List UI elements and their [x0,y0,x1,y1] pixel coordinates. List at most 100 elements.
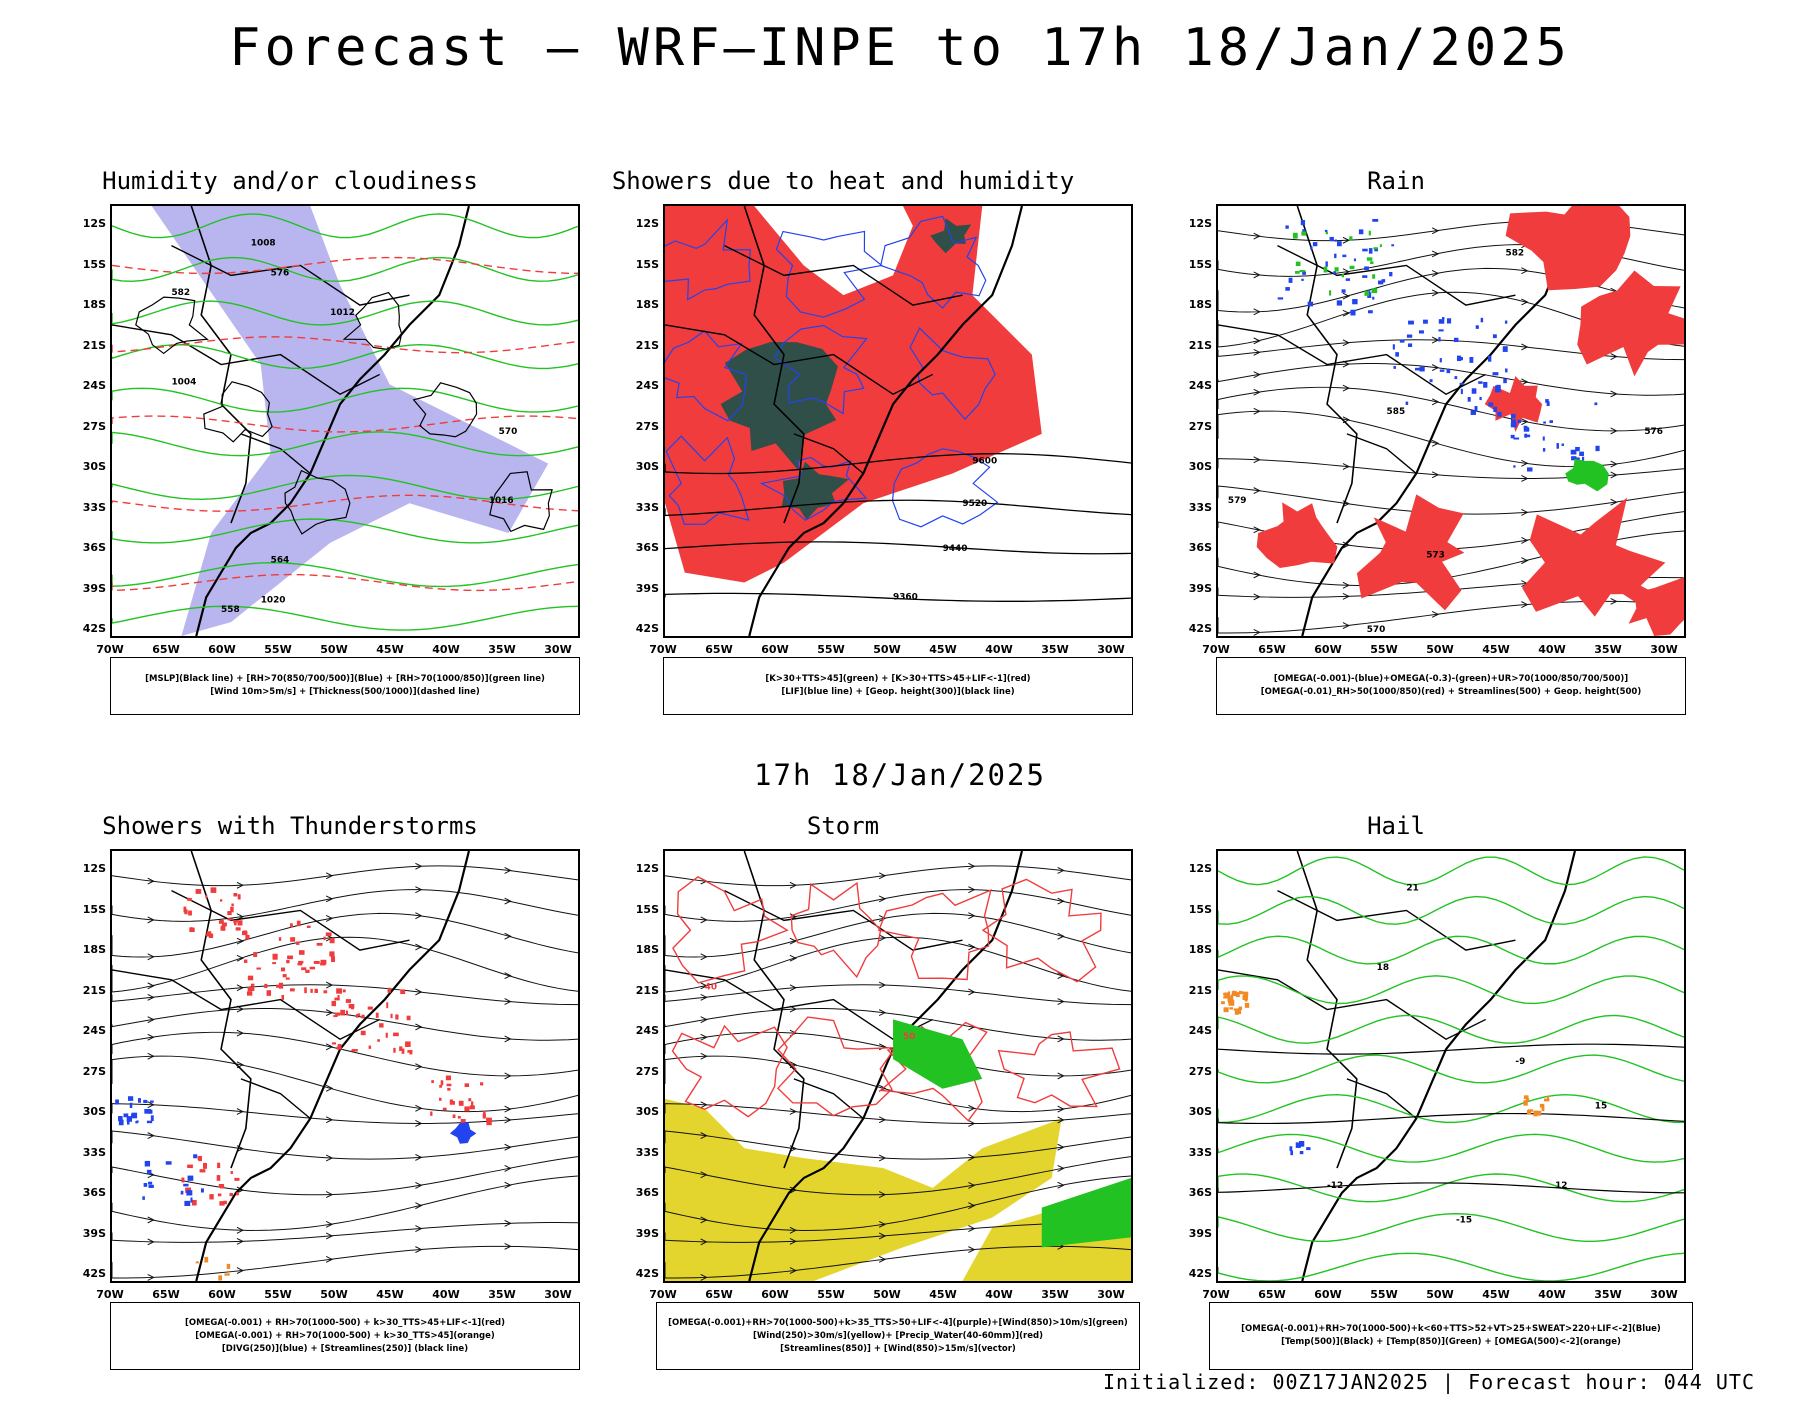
lon-tick-label: 55W [817,1288,845,1301]
rain-blue-speck [1527,467,1533,472]
stream-arrow [700,982,708,990]
stream-arrow [1521,459,1529,467]
lif-blue-line [891,448,999,528]
map-thunderstorms[interactable] [110,849,580,1283]
stream-arrow [1342,236,1350,244]
divg-blue-speck [148,1184,154,1188]
map-storm[interactable]: 40 50 [663,849,1133,1283]
lon-tick-label: 70W [96,1288,124,1301]
storm-red-speck [231,903,234,907]
storm-red-speck [379,1023,384,1028]
storm-red-speck [230,906,234,913]
map-rain[interactable]: 582 585 579 576 573 570 [1216,204,1686,638]
lat-tick-label: 30S [1188,1105,1212,1118]
stream-arrow [700,1274,708,1281]
storm-red-speck [345,999,352,1003]
omega-orange-speck [1236,993,1240,997]
rain-blue-speck [1496,384,1501,390]
rain-blue-speck [1324,229,1328,233]
lat-tick-label: 21S [82,983,106,997]
stream-arrow [325,1009,334,1017]
storm-red-speck [203,1162,207,1169]
stream-arrow [415,1023,423,1031]
stream-arrow [325,895,334,903]
stream-arrow [504,897,512,905]
lon-tick-label: 55W [264,1288,292,1301]
stream-arrow [968,1202,976,1210]
rain-blue-speck [1419,366,1425,372]
rain-blue-speck [1391,244,1395,247]
legend-line: [Streamlines(850)] + [Wind(850)>15m/s](v… [780,1343,1016,1354]
stream-arrow [236,1108,244,1115]
stream-arrow [1253,388,1261,396]
storm-red-speck [278,937,282,941]
temp500-black-line [1218,1182,1684,1194]
stream-arrow [504,998,512,1005]
lat-tick-label: 15S [635,257,659,271]
rain-blue-speck [1285,225,1289,229]
map-humidity[interactable]: 1008 1012 1016 1020 1004 570 576 582 564 558 [110,204,580,638]
lat-tick-label: 15S [82,257,106,271]
lat-tick-label: 27S [82,1064,106,1078]
rain-blue-speck [1438,319,1445,324]
storm-red-speck [208,933,214,938]
stream-arrow [1521,557,1529,565]
contour-label: 1012 [330,308,355,318]
temp850-green-line [1218,935,1684,965]
stream-arrow [1057,1181,1065,1189]
rh-green-line [112,213,578,239]
lat-tick-label: 18S [1188,943,1212,956]
storm-red-speck [282,974,287,978]
lif-blue-line [773,324,868,415]
stream-arrow [147,1101,155,1109]
storm-red-speck [486,1117,492,1121]
storm-red-speck [184,909,188,915]
stream-arrow [236,937,244,945]
hail-blue-speck [1299,1141,1305,1147]
storm-red-speck [227,911,232,916]
storm-red-speck [351,1004,355,1010]
divg-blue-speck [149,1100,154,1103]
lon-tick-label: 65W [152,643,180,656]
storm-red-speck [337,1044,342,1048]
lat-tick-label: 36S [1188,541,1212,554]
storm-red-speck [222,922,227,927]
stream-arrow [1521,343,1529,351]
storm-red-speck [336,988,343,994]
storm-red-speck [222,926,226,931]
stream-arrow [415,1182,423,1189]
panel-legend: [OMEGA(-0.001)+RH>70(1000-500)+k<60+TTS>… [1209,1302,1693,1370]
storm-red-speck [236,1192,239,1196]
stream-arrow [1521,601,1529,609]
contour-label: -9 [1515,1057,1525,1067]
rain-blue-speck [1510,419,1516,424]
rain-red-area [1577,270,1684,377]
streamline-850 [665,912,1131,958]
legend-line: [OMEGA(-0.01)_RH>50(1000/850)(red) + Str… [1260,687,1642,697]
lif-blue-line [775,230,884,318]
rain-blue-speck [1336,241,1342,247]
stream-arrow [878,1232,887,1240]
rh-green-line [112,431,578,457]
lon-tick-label: 65W [1258,643,1286,656]
stream-arrow [789,937,797,945]
temp850-green-line [1218,856,1684,886]
lat-tick-label: 30S [635,1105,659,1118]
rain-blue-speck [1493,406,1498,413]
rain-blue-speck [1302,229,1306,234]
storm-red-speck [286,959,290,964]
lon-tick-label: 70W [96,643,124,656]
lon-tick-label: 50W [873,1288,901,1301]
lon-tick-label: 65W [152,1288,180,1301]
map-hail[interactable]: -12 -15 21 18 15 12 -9 [1216,849,1686,1283]
divg-blue-speck [118,1119,124,1126]
storm-red-speck [323,990,328,994]
divg-blue-speck [126,1116,133,1122]
storm-red-speck [219,899,223,902]
rain-blue-speck [1556,443,1559,449]
rain-blue-speck [1364,266,1369,271]
rain-blue-speck [1475,325,1479,329]
map-showers-heat[interactable]: 9600 9520 9440 9360 [663,204,1133,638]
divg-blue-speck [190,1197,193,1203]
map-svg: 582 585 579 576 573 570 [1218,206,1684,636]
